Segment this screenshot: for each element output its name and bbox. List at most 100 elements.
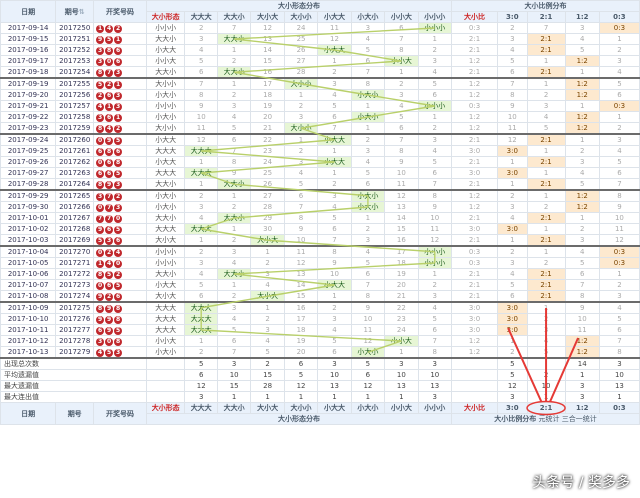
number-ball: 3 xyxy=(96,114,105,122)
stat-value: 12 xyxy=(350,380,386,392)
shape-hit: 大大小 xyxy=(216,178,252,191)
shape-miss: 5 xyxy=(184,55,218,67)
table-row: 2017-10-13 2017279 4 5 3 小大小 2 7 5 20 6 小大小 1 8 1:2 2 5 1… xyxy=(0,346,640,359)
shape-value: 小大小 xyxy=(145,346,186,359)
shape-miss: 3 xyxy=(350,145,386,157)
ratio-miss: 3 xyxy=(497,33,528,45)
shape-miss: 4 xyxy=(216,111,252,123)
shape-value: 小小大 xyxy=(145,335,186,347)
shape-miss: 5 xyxy=(417,156,453,168)
table-row: 2017-09-14 2017250 1 4 2 小小小 2 7 12 24 11 3 6 小小小 0:3 2… xyxy=(0,22,640,34)
number-ball: 2 xyxy=(114,125,123,133)
shape-miss: 1 xyxy=(350,212,386,224)
ratio-value: 3:0 xyxy=(450,324,499,336)
number-ball: 4 xyxy=(105,125,114,133)
shape-miss: 2 xyxy=(317,66,352,79)
header-issue[interactable]: 期号⇅ xyxy=(55,0,95,23)
shape-value: 小小小 xyxy=(145,245,186,258)
shape-miss: 3 xyxy=(384,89,419,101)
draw-issue: 2017257 xyxy=(55,100,95,112)
shape-value: 大大小 xyxy=(145,33,186,45)
draw-date: 2017-09-19 xyxy=(0,77,57,90)
ratio-miss: 3 xyxy=(497,201,528,213)
shape-miss: 25 xyxy=(250,167,285,179)
ratio-value: 1:2 xyxy=(450,189,499,202)
number-ball: 6 xyxy=(105,170,114,178)
shape-miss: 2 xyxy=(250,257,285,269)
shape-miss: 2 xyxy=(417,279,453,291)
shape-miss: 3 xyxy=(350,22,386,34)
ratio-miss: 1 xyxy=(598,111,640,123)
shape-miss: 16 xyxy=(283,301,319,314)
number-ball: 0 xyxy=(96,249,105,257)
ratio-miss: 1 xyxy=(526,189,566,202)
shape-miss: 6 xyxy=(350,268,386,280)
ratio-col-header: 2:1 xyxy=(526,11,566,23)
shape-value: 小小小 xyxy=(145,100,186,112)
ratio-miss: 8 xyxy=(598,189,640,202)
shape-value: 小大小 xyxy=(145,111,186,123)
shape-miss: 6 xyxy=(283,189,319,202)
number-ball: 6 xyxy=(96,327,105,335)
shape-miss: 7 xyxy=(317,234,352,247)
shape-miss: 8 xyxy=(283,212,319,224)
shape-miss: 26 xyxy=(283,44,319,56)
shape-miss: 23 xyxy=(384,313,419,325)
shape-value: 大大小 xyxy=(145,178,186,191)
number-ball: 1 xyxy=(96,260,105,268)
ratio-miss: 1 xyxy=(564,212,600,224)
ratio-miss: 2 xyxy=(526,313,566,325)
table-row: 2017-09-29 2017265 3 7 2 小大小 2 1 27 6 3 小大小 12 8 1:2 2 1… xyxy=(0,189,640,202)
ratio-miss: 6 xyxy=(598,167,640,179)
shape-miss: 8 xyxy=(384,44,419,56)
stat-value: 1 xyxy=(250,391,285,403)
draw-issue: 2017251 xyxy=(55,33,95,45)
stat-value: 1 xyxy=(216,391,252,403)
shape-miss: 1 xyxy=(317,290,352,303)
shape-miss: 1 xyxy=(350,122,386,135)
number-ball: 5 xyxy=(114,226,123,234)
shape-miss: 5 xyxy=(184,279,218,291)
shape-miss: 19 xyxy=(384,268,419,280)
number-ball: 5 xyxy=(114,170,123,178)
shape-miss: 4 xyxy=(350,245,386,258)
shape-miss: 28 xyxy=(250,201,285,213)
table-row: 2017-09-15 2017251 9 5 1 大大小 3 大大小 13 25 12 4 7 1 2:1 3… xyxy=(0,33,640,45)
ratio-miss: 2 xyxy=(497,245,528,258)
ratio-miss: 11 xyxy=(564,324,600,336)
ratio-miss: 7 xyxy=(497,77,528,90)
shape-miss: 12 xyxy=(250,22,285,34)
ratio-value: 1:2 xyxy=(450,201,499,213)
stat-value: 3 xyxy=(216,357,252,370)
number-ball: 2 xyxy=(114,271,123,279)
table-row: 2017-09-27 2017263 6 6 5 大大大 大大大 9 25 4 1 5 10 6 3:0 3:… xyxy=(0,167,640,179)
stat-blank xyxy=(145,357,186,370)
shape-miss: 27 xyxy=(250,189,285,202)
number-ball: 5 xyxy=(96,81,105,89)
table-row: 2017-10-03 2017269 5 3 6 大小大 1 2 大小大 10 7 3 16 12 2:1 1… xyxy=(0,234,640,247)
shape-miss: 6 xyxy=(317,223,352,235)
shape-miss: 5 xyxy=(417,313,453,325)
stat-value: 1 xyxy=(350,391,386,403)
stat-label: 最大遗漏值 xyxy=(0,380,147,392)
number-ball: 3 xyxy=(96,338,105,346)
shape-miss: 4 xyxy=(216,257,252,269)
shape-miss: 24 xyxy=(384,324,419,336)
shape-miss: 5 xyxy=(283,178,319,191)
shape-miss: 5 xyxy=(216,324,252,336)
table-row: 2017-10-10 2017276 9 9 8 大大大 大大大 4 2 17 3 10 23 5 3:0 3… xyxy=(0,313,640,325)
shape-hit: 大大大 xyxy=(184,223,218,235)
stat-value: 15 xyxy=(216,380,252,392)
sort-icon[interactable]: ⇅ xyxy=(78,7,85,16)
shape-miss: 1 xyxy=(216,279,252,291)
shape-value: 小大小 xyxy=(145,89,186,101)
number-ball: 3 xyxy=(114,92,123,100)
stat-value: 13 xyxy=(598,380,640,392)
